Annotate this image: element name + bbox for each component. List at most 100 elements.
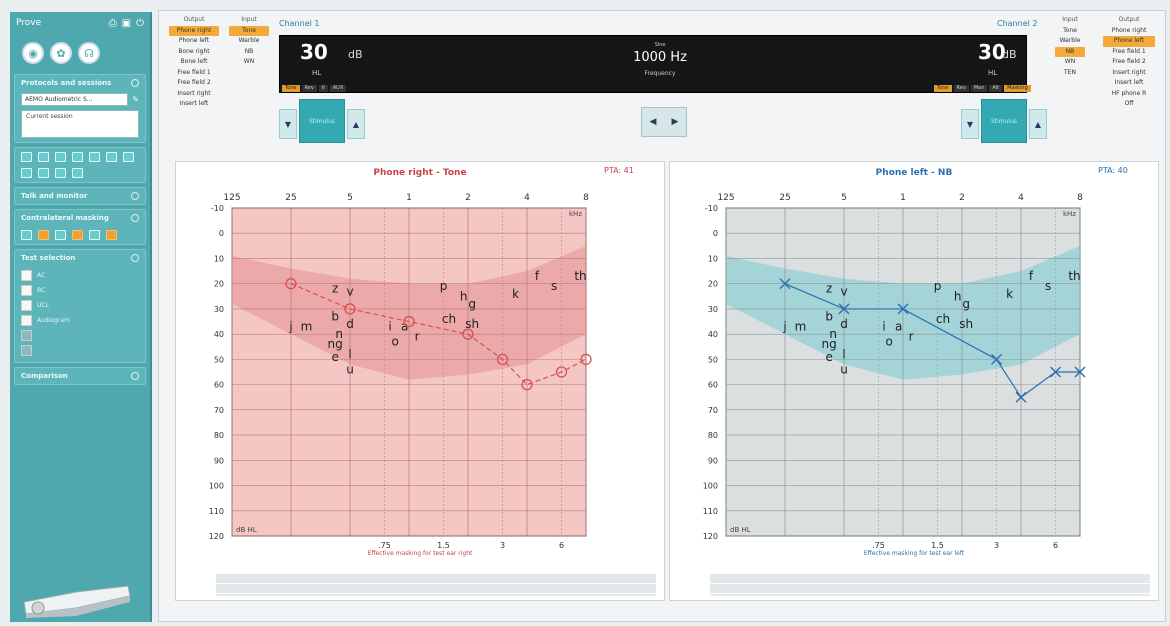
right-input-item[interactable]: Tone: [1063, 26, 1077, 34]
right-output-item[interactable]: Insert left: [1114, 79, 1144, 86]
mask-icon[interactable]: [55, 230, 66, 240]
test-row[interactable]: Audiogram: [21, 313, 139, 328]
channel2-tag[interactable]: Man: [970, 85, 988, 92]
test-row[interactable]: [21, 343, 139, 358]
left-input-item[interactable]: WN: [243, 58, 255, 65]
tool-icon[interactable]: [72, 168, 83, 178]
collapse-icon[interactable]: [131, 214, 139, 222]
tool-icon[interactable]: [89, 152, 100, 162]
left-input-item[interactable]: Tone: [229, 25, 269, 36]
right-output-item[interactable]: Free field 2: [1112, 58, 1146, 65]
session-list[interactable]: Current session: [21, 110, 139, 138]
frequency-tick-label: 1: [406, 193, 412, 203]
channel2-tag[interactable]: Tone: [934, 85, 952, 92]
tool-icon[interactable]: [123, 152, 134, 162]
left-output-item[interactable]: Bone right: [178, 47, 210, 55]
mask-icon[interactable]: [89, 230, 100, 240]
tool-icon[interactable]: [38, 168, 49, 178]
db-tick-label: 0: [219, 229, 224, 238]
db-tick-label: 120: [209, 532, 224, 541]
channel2-level[interactable]: 30: [978, 40, 1006, 64]
tool-icon[interactable]: [72, 152, 83, 162]
mask-icon[interactable]: [72, 230, 83, 240]
speech-sound-label: ch: [936, 312, 950, 326]
left-output-item[interactable]: Insert right: [177, 89, 211, 97]
exit-icon[interactable]: ⏻: [136, 17, 144, 29]
left-output-item[interactable]: Free field 1: [177, 68, 211, 76]
sidebar: Prove ⎙ ▣ ⏻ ◉ ✿ ☊ Protocols and sessions A…: [10, 12, 152, 622]
right-input-item[interactable]: WN: [1064, 58, 1076, 65]
speech-sound-label: i: [882, 320, 885, 334]
mask-icon[interactable]: [106, 230, 117, 240]
channel1-up-button[interactable]: ▲: [347, 109, 365, 139]
channel1-level[interactable]: 30: [300, 40, 328, 64]
db-tick-label: 110: [703, 507, 718, 516]
left-output-item[interactable]: Insert left: [179, 100, 209, 107]
left-output-item[interactable]: Free field 2: [177, 79, 211, 86]
test-row[interactable]: AC: [21, 268, 139, 283]
tool-icon[interactable]: [106, 152, 117, 162]
audiogram-left[interactable]: Phone left - NB PTA: 40 125 25 5 1 2 4 8 .75 1.5…: [669, 161, 1159, 601]
channel2-tag[interactable]: Alt: [989, 85, 1003, 92]
right-input-item[interactable]: NB: [1055, 46, 1085, 57]
frequency-left-button[interactable]: ◀: [649, 117, 657, 127]
channel1-tag[interactable]: Tone: [282, 85, 300, 92]
tool-icon[interactable]: [21, 168, 32, 178]
print-icon[interactable]: ⎙: [108, 17, 117, 29]
right-output-item[interactable]: Phone left: [1103, 36, 1155, 47]
speech-sound-label: m: [795, 320, 807, 334]
settings-icon[interactable]: ✿: [50, 42, 72, 64]
channel2-up-button[interactable]: ▲: [1029, 109, 1047, 139]
mask-icon[interactable]: [38, 230, 49, 240]
tool-icon[interactable]: [21, 152, 32, 162]
test-row[interactable]: BC: [21, 283, 139, 298]
frequency-value[interactable]: 1000 Hz: [633, 50, 687, 65]
channel2-stimulus-button[interactable]: Stimulus: [981, 99, 1027, 143]
frequency-tick-label: 8: [1077, 193, 1083, 203]
tool-icon[interactable]: [55, 152, 66, 162]
audiogram-right[interactable]: Phone right - Tone PTA: 41 125 25 5 1 2 4 8 .75…: [175, 161, 665, 601]
collapse-icon[interactable]: [131, 192, 139, 200]
collapse-icon[interactable]: [131, 79, 139, 87]
channel2-down-button[interactable]: ▼: [961, 109, 979, 139]
right-input-item[interactable]: TEN: [1064, 68, 1076, 76]
protocol-edit-icon[interactable]: ✎: [132, 95, 139, 104]
right-output-item[interactable]: Phone right: [1111, 26, 1147, 34]
collapse-icon[interactable]: [131, 254, 139, 262]
test-row[interactable]: [21, 328, 139, 343]
left-output-item[interactable]: Phone left: [178, 37, 210, 44]
left-input-item[interactable]: NB: [244, 47, 254, 55]
channel1-down-button[interactable]: ▼: [279, 109, 297, 139]
channel2-tag[interactable]: Masking: [1004, 85, 1031, 92]
db-tick-label: 80: [214, 431, 224, 440]
channel2-tag[interactable]: Rev: [953, 85, 969, 92]
right-input-item[interactable]: Warble: [1059, 37, 1081, 44]
audiogram-right-plot[interactable]: 125 25 5 1 2 4 8 .75 1.5 3 6 -10 0 10 20 30 40 50 60 70 80 90…: [176, 162, 666, 552]
headphones-icon[interactable]: ☊: [78, 42, 100, 64]
protocol-select[interactable]: AEMO Audiometric S...: [21, 93, 129, 106]
left-input-item[interactable]: Warble: [238, 37, 260, 44]
tool-icon[interactable]: [38, 152, 49, 162]
tool-icon[interactable]: [55, 168, 66, 178]
right-output-item[interactable]: Free field 1: [1112, 47, 1146, 55]
mask-icon[interactable]: [21, 230, 32, 240]
frequency-tick-label: 2: [959, 193, 965, 203]
left-output-item[interactable]: Phone right: [169, 25, 219, 36]
right-output-item[interactable]: Off: [1124, 100, 1134, 107]
channel1-tag[interactable]: II: [318, 85, 328, 92]
right-output-item[interactable]: HF phone R: [1111, 89, 1147, 97]
channel1-stimulus-button[interactable]: Stimulus: [299, 99, 345, 143]
audiogram-left-plot[interactable]: 125 25 5 1 2 4 8 .75 1.5 3 6 -10 0 10 20 30 40 50 60 70 80 90…: [670, 162, 1160, 552]
test-row[interactable]: UCL: [21, 298, 139, 313]
db-tick-label: -10: [705, 204, 718, 213]
channel1-tag[interactable]: Rev: [301, 85, 317, 92]
masking-strip: [216, 574, 656, 596]
audiometer-icon[interactable]: ◉: [22, 42, 44, 64]
save-icon[interactable]: ▣: [121, 17, 132, 29]
left-output-item[interactable]: Bone left: [180, 58, 208, 65]
channel1-tag[interactable]: AUX: [329, 85, 347, 92]
session-item[interactable]: Current session: [26, 113, 73, 120]
collapse-icon[interactable]: [131, 372, 139, 380]
right-output-item[interactable]: Insert right: [1112, 68, 1146, 76]
frequency-right-button[interactable]: ▶: [671, 117, 679, 127]
